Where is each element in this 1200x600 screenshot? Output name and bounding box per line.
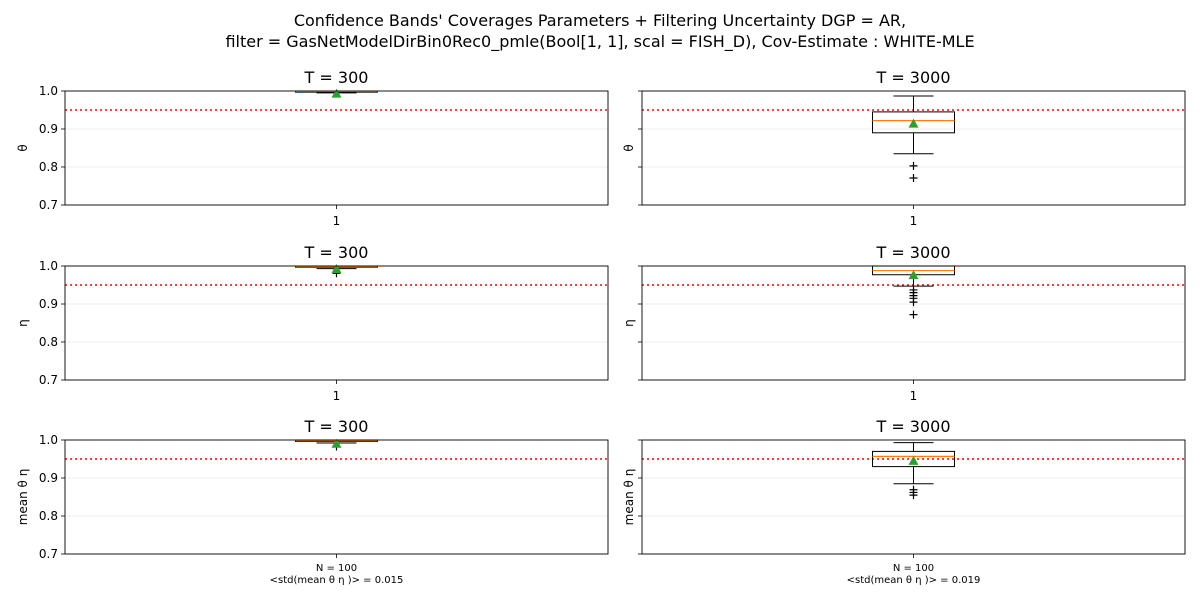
panel-6-y-axis-label: mean θ η (622, 469, 636, 526)
panel-5-x-tick-label-line1: N = 100 (316, 563, 357, 574)
panel-6-mean-marker (908, 455, 919, 465)
panel-5-y-tick-label: 0.7 (39, 547, 58, 561)
panel-1-x-tick-label: 1 (333, 214, 341, 228)
panel-2-title: T = 3000 (875, 68, 950, 87)
panel-4-y-axis-label: η (622, 319, 636, 327)
panel-2-x-tick-label: 1 (910, 214, 918, 228)
panel-1-axes-frame (64, 90, 609, 206)
panel-2-outlier-marker (909, 174, 918, 183)
panel-4-outlier-marker (909, 310, 918, 319)
panel-6-x-tick-label-line2: <std(mean θ η )> = 0.019 (847, 575, 981, 586)
panel-1-y-tick-label: 0.7 (39, 198, 58, 212)
panel-1-title: T = 300 (304, 68, 369, 87)
panel-5-y-tick-label: 0.8 (39, 509, 58, 523)
panel-3-x-tick-label: 1 (333, 389, 341, 403)
panel-5-axes-frame (64, 439, 609, 555)
panel-1-y-tick-label: 1.0 (39, 84, 58, 98)
panel-3-y-tick-label: 0.9 (39, 297, 58, 311)
panel-2-y-axis-label: θ (622, 144, 636, 151)
panel-4-x-tick-label: 1 (910, 389, 918, 403)
panel-3-y-tick-label: 1.0 (39, 259, 58, 273)
panel-3-y-tick-label: 0.8 (39, 335, 58, 349)
panel-5-title: T = 300 (304, 417, 369, 436)
panel-4-title: T = 3000 (875, 243, 950, 262)
panel-5-y-tick-label: 1.0 (39, 433, 58, 447)
panel-1-y-tick-label: 0.8 (39, 160, 58, 174)
panel-6-box (872, 450, 955, 468)
figure-title-line1: Confidence Bands' Coverages Parameters +… (293, 11, 907, 30)
panel-5-y-tick-label: 0.9 (39, 471, 58, 485)
panel-3-title: T = 300 (304, 243, 369, 262)
panel-2-box (872, 111, 955, 134)
panel-1-y-tick-label: 0.9 (39, 122, 58, 136)
panel-3-axes-frame (64, 265, 609, 381)
panel-3-mean-marker (331, 264, 342, 274)
panel-2-outlier-marker (909, 161, 918, 170)
panel-3-y-tick-label: 0.7 (39, 373, 58, 387)
panel-5-x-tick-label-line2: <std(mean θ η )> = 0.015 (270, 575, 404, 586)
panel-5-y-axis-label: mean θ η (16, 469, 30, 526)
panel-5-mean-marker (331, 438, 342, 448)
panel-4-mean-marker (908, 270, 919, 280)
figure-title-line2: filter = GasNetModelDirBin0Rec0_pmle(Boo… (225, 32, 975, 51)
panel-1-y-axis-label: θ (16, 144, 30, 151)
panel-4-outlier-marker (909, 298, 918, 307)
panel-1-mean-marker (331, 88, 342, 98)
panel-6-title: T = 3000 (875, 417, 950, 436)
panel-3-y-axis-label: η (16, 319, 30, 327)
panel-2-mean-marker (908, 118, 919, 128)
panel-6-outlier-marker (909, 491, 918, 500)
panel-6-x-tick-label-line1: N = 100 (893, 563, 934, 574)
